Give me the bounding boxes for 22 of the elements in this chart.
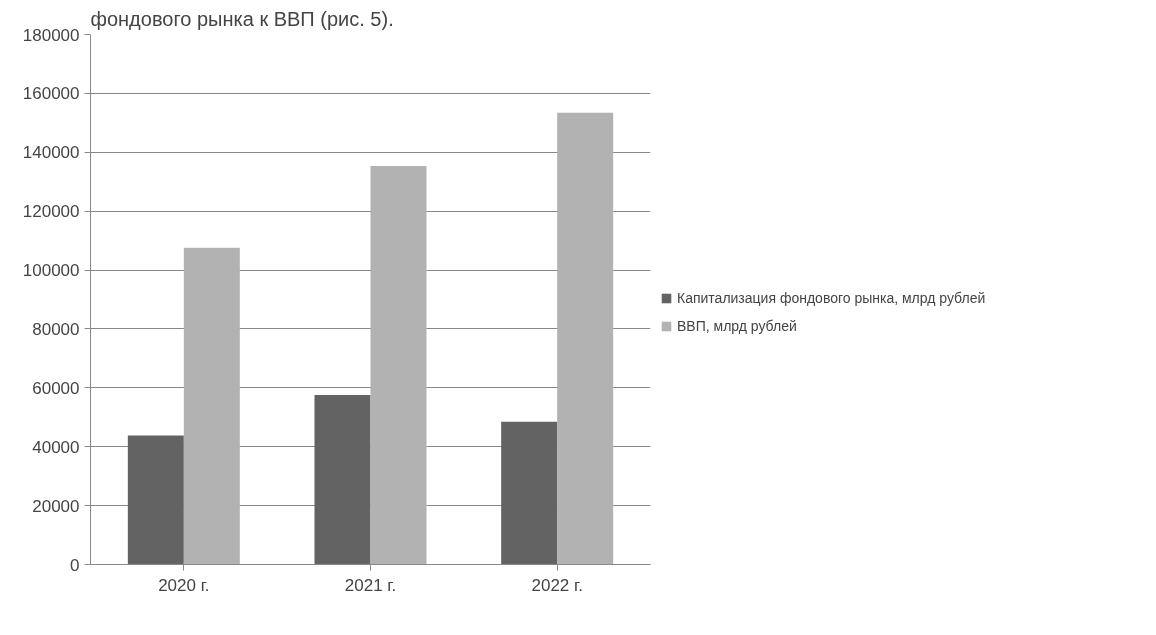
x-tick-label: 2022 г. — [531, 575, 583, 595]
y-tick-label: 60000 — [32, 378, 80, 398]
y-tick-label: 120000 — [22, 202, 80, 222]
y-tick-label: 80000 — [32, 319, 80, 339]
bar — [127, 435, 184, 565]
x-tick-label: 2020 г. — [158, 575, 210, 595]
y-tick-label: 160000 — [22, 84, 80, 104]
y-tick-label: 40000 — [32, 437, 80, 457]
bar — [557, 112, 614, 565]
bar — [501, 421, 558, 565]
legend-label: ВВП, млрд рублей — [677, 318, 797, 334]
bar — [314, 394, 371, 565]
y-tick-label: 20000 — [32, 496, 80, 516]
y-tick-label: 140000 — [22, 143, 80, 163]
legend-label: Капитализация фондового рынка, млрд рублей — [677, 290, 986, 306]
text: фондового рынка к ВВП (рис. 5). — [90, 7, 394, 30]
y-tick-label: 180000 — [22, 25, 80, 45]
y-tick-label: 0 — [70, 555, 80, 575]
x-tick-label: 2021 г. — [344, 575, 397, 595]
bar — [370, 166, 427, 565]
bar — [183, 247, 240, 565]
y-tick-label: 100000 — [22, 261, 80, 281]
